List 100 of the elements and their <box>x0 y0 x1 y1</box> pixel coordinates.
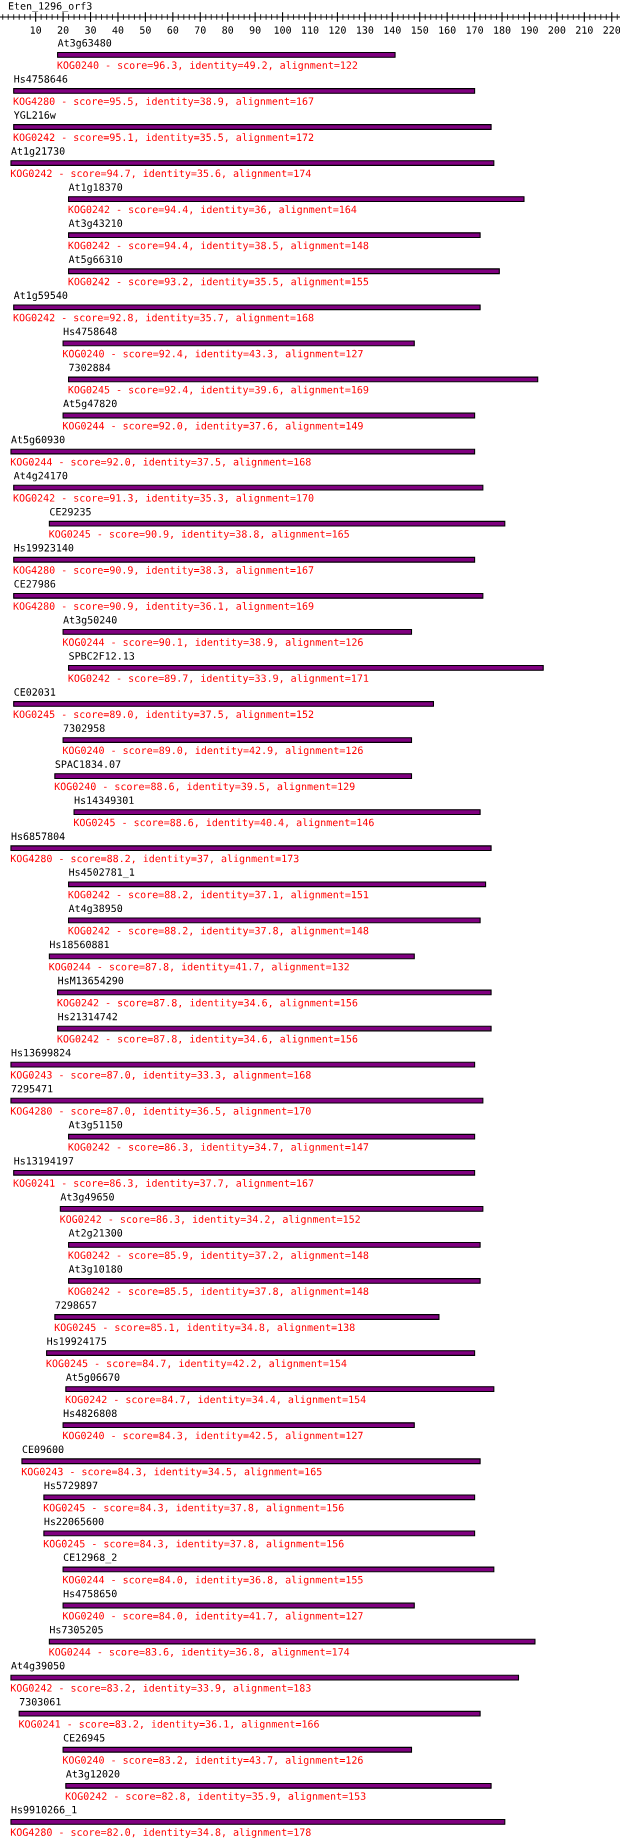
data-label: KOG0245 - score=92.4, identity=39.6, alignment=169 <box>68 385 369 396</box>
y-tick-label: HsM13654290 <box>58 976 124 985</box>
data-label: KOG0243 - score=84.3, identity=34.5, alignment=165 <box>21 1467 322 1478</box>
data-label: KOG0245 - score=90.9, identity=38.8, alignment=165 <box>49 529 349 540</box>
data-label: KOG0242 - score=94.7, identity=35.6, alignment=174 <box>10 169 311 180</box>
bar <box>59 1205 484 1212</box>
y-tick-label: Hs9910266_1 <box>11 1805 77 1816</box>
bar <box>13 124 492 130</box>
y-tick-label: Hs14349301 <box>74 796 134 804</box>
x-tick-label: 40 <box>112 26 124 34</box>
data-label: KOG0242 - score=86.3, identity=34.2, alignment=152 <box>60 1215 360 1225</box>
bar <box>65 1386 495 1393</box>
x-tick-label: 70 <box>194 26 206 34</box>
data-label: KOG0242 - score=84.7, identity=34.4, alignment=154 <box>65 1395 366 1406</box>
x-tick-label: 200 <box>548 26 566 34</box>
bar <box>68 232 481 239</box>
bar <box>10 1061 476 1068</box>
data-label: KOG0242 - score=92.8, identity=35.7, alignment=168 <box>13 313 314 324</box>
data-label: KOG0244 - score=90.1, identity=38.9, alignment=126 <box>63 638 363 648</box>
y-tick-label: At5g60930 <box>11 435 65 446</box>
bar <box>10 448 476 455</box>
bar <box>13 88 476 94</box>
data-label: KOG0241 - score=86.3, identity=37.7, alignment=167 <box>13 1179 314 1189</box>
data-label: KOG0242 - score=89.7, identity=33.9, alignment=171 <box>68 674 369 684</box>
y-tick-label: At3g50240 <box>63 616 117 626</box>
x-tick-label: 190 <box>521 26 538 34</box>
bar <box>62 340 415 347</box>
x-tick-label: 150 <box>411 26 429 34</box>
y-tick-label: At1g21730 <box>11 147 65 157</box>
bar <box>18 1710 481 1717</box>
bar <box>48 520 506 527</box>
data-label: KOG4280 - score=90.9, identity=36.1, alignment=169 <box>13 602 314 612</box>
y-tick-label: At3g63480 <box>57 39 112 49</box>
bar <box>68 268 500 275</box>
x-tick-label: 10 <box>30 26 42 34</box>
y-tick-label: Hs13699824 <box>11 1048 71 1057</box>
y-tick-label: CE27986 <box>14 580 56 588</box>
data-label: KOG0244 - score=87.8, identity=41.7, alignment=132 <box>49 962 349 973</box>
y-tick-label: 7295471 <box>11 1084 53 1093</box>
data-label: KOG0242 - score=93.2, identity=35.5, alignment=155 <box>68 277 369 288</box>
bar <box>10 1097 484 1104</box>
data-label: KOG0242 - score=85.9, identity=37.2, alignment=148 <box>68 1251 369 1261</box>
y-tick-label: 7303061 <box>19 1697 61 1706</box>
bar <box>62 628 413 635</box>
y-tick-label: 7302958 <box>63 724 105 732</box>
bar <box>13 556 476 563</box>
y-tick-label: Hs19923140 <box>14 543 74 552</box>
bar <box>65 1782 492 1789</box>
y-tick-label: CE02031 <box>14 688 56 696</box>
x-tick-label: 80 <box>222 26 234 34</box>
y-tick-label: Hs4758650 <box>63 1589 117 1598</box>
data-label: KOG0242 - score=88.2, identity=37.8, alignment=148 <box>68 926 369 937</box>
bar <box>13 1169 476 1176</box>
bar <box>13 592 484 599</box>
data-label: KOG0242 - score=83.2, identity=33.9, alignment=183 <box>10 1683 311 1694</box>
x-tick-label: 170 <box>466 26 483 34</box>
bar <box>57 989 492 996</box>
data-label: KOG0245 - score=84.7, identity=42.2, alignment=154 <box>46 1359 347 1370</box>
y-tick-label: SPAC1834.07 <box>55 760 121 768</box>
y-tick-label: Hs4502781_1 <box>69 868 135 879</box>
data-label: KOG0240 - score=88.6, identity=39.5, alignment=129 <box>54 782 355 793</box>
data-label: KOG0242 - score=86.3, identity=34.7, alignment=147 <box>68 1142 369 1153</box>
y-tick-label: Hs21314742 <box>58 1012 117 1021</box>
bar <box>48 1638 536 1645</box>
data-label: KOG0242 - score=87.8, identity=34.6, alignment=156 <box>57 1034 358 1045</box>
y-tick-label: At3g43210 <box>68 219 123 229</box>
y-tick-label: At1g59540 <box>13 291 68 302</box>
bar <box>57 1025 492 1032</box>
y-tick-label: At4g38950 <box>68 904 123 915</box>
y-tick-label: CE09600 <box>22 1445 64 1454</box>
data-label: KOG0242 - score=91.3, identity=35.3, alignment=170 <box>13 493 314 504</box>
bar <box>10 845 492 852</box>
data-label: KOG0242 - score=94.4, identity=38.5, alignment=148 <box>68 241 369 252</box>
data-label: KOG4280 - score=90.9, identity=38.3, alignment=167 <box>13 565 314 576</box>
data-label: KOG0244 - score=92.0, identity=37.5, alignment=168 <box>10 457 311 468</box>
x-tick-label: 60 <box>167 26 179 34</box>
data-label: KOG0245 - score=84.3, identity=37.8, alignment=156 <box>43 1503 344 1514</box>
data-label: KOG4280 - score=87.0, identity=36.5, alignment=170 <box>10 1106 311 1117</box>
y-tick-label: At5g47820 <box>63 399 117 410</box>
x-tick-label: 120 <box>329 26 346 34</box>
y-tick-label: At3g51150 <box>68 1120 123 1131</box>
data-label: KOG0240 - score=84.3, identity=42.5, alignment=127 <box>63 1431 363 1442</box>
y-tick-label: CE29235 <box>50 507 91 516</box>
bar <box>68 881 487 888</box>
data-label: KOG0240 - score=89.0, identity=42.9, alignment=126 <box>63 746 363 757</box>
data-label: KOG0244 - score=83.6, identity=36.8, alignment=174 <box>49 1647 350 1658</box>
y-tick-label: 7298657 <box>55 1301 97 1309</box>
bar <box>68 1242 481 1248</box>
bar <box>73 809 481 816</box>
x-tick-label: 50 <box>140 26 151 34</box>
data-label: KOG0245 - score=85.1, identity=34.8, alignment=138 <box>54 1323 355 1334</box>
y-tick-label: Hs5729897 <box>44 1481 98 1490</box>
bar <box>10 1818 506 1825</box>
y-tick-label: At3g10180 <box>68 1265 123 1275</box>
bar <box>62 1746 413 1753</box>
data-label: KOG0244 - score=84.0, identity=36.8, alignment=155 <box>63 1575 363 1586</box>
data-label: KOG0242 - score=94.4, identity=36, alignment=164 <box>68 205 357 216</box>
bar <box>13 484 484 491</box>
y-tick-label: YGL216w <box>13 111 56 119</box>
data-label: KOG0242 - score=88.2, identity=37.1, alignment=151 <box>68 890 369 901</box>
